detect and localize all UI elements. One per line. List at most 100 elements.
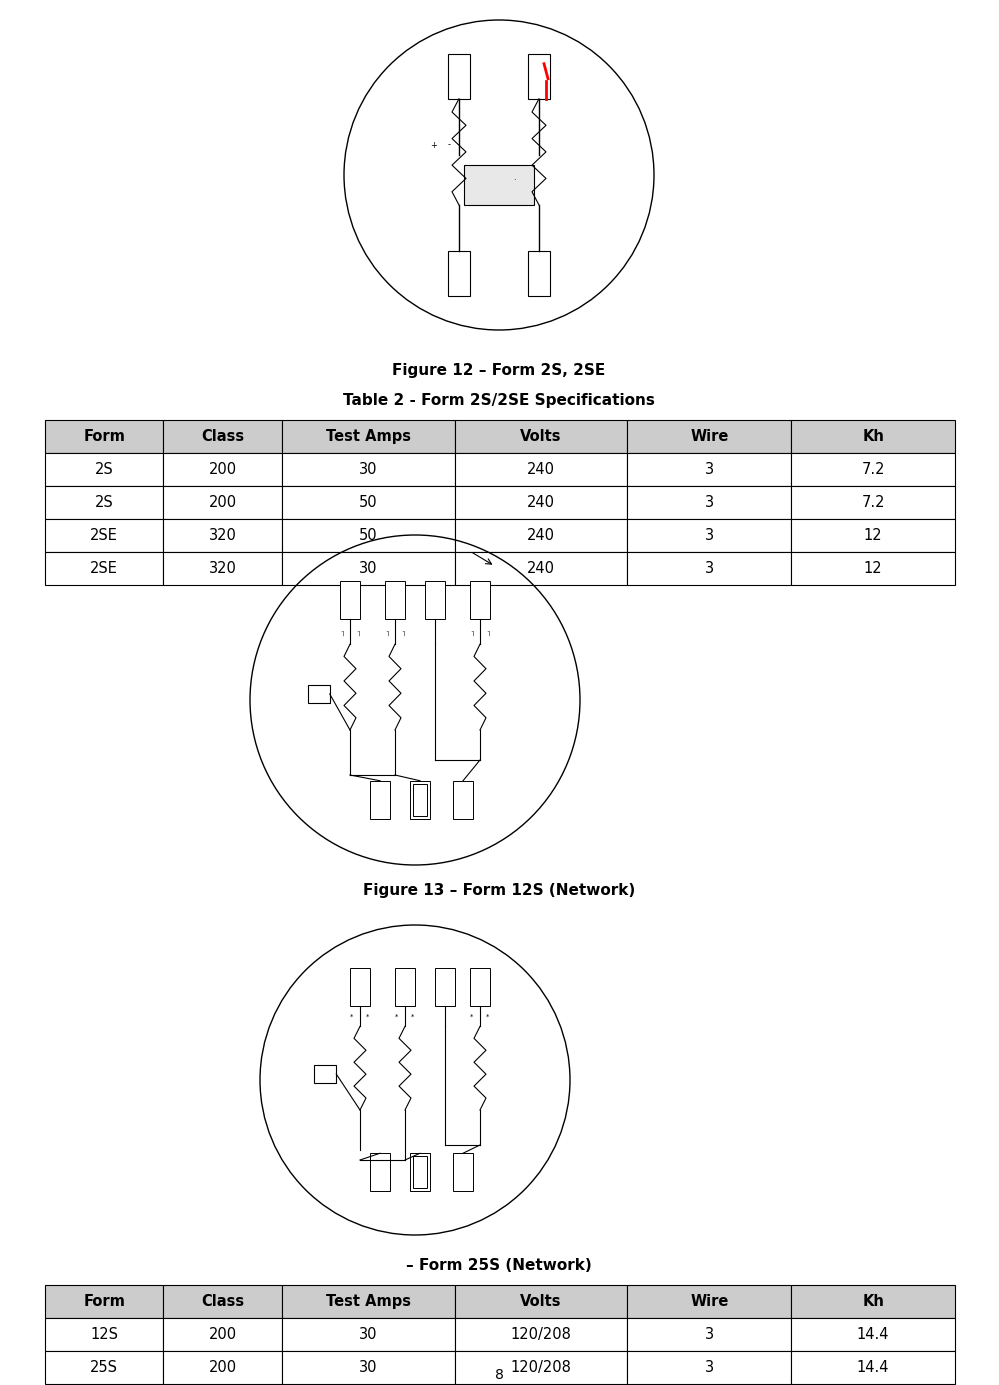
Bar [791, 486, 955, 519]
Bar [282, 1350, 455, 1384]
Bar [627, 486, 791, 519]
Bar [45, 1285, 163, 1319]
Bar [282, 453, 455, 486]
Bar [163, 519, 282, 553]
Text: Volts: Volts [520, 1294, 561, 1309]
Text: Class: Class [201, 1294, 244, 1309]
Bar [163, 1350, 282, 1384]
Text: Test Amps: Test Amps [326, 1294, 411, 1309]
Text: ˥: ˥ [471, 632, 474, 637]
Text: Figure 13 – Form 12S (Network): Figure 13 – Form 12S (Network) [363, 882, 635, 897]
Text: 50: 50 [359, 528, 378, 543]
Text: .: . [512, 173, 515, 181]
Text: 3: 3 [704, 528, 714, 543]
Text: 240: 240 [526, 561, 555, 576]
Text: 3: 3 [704, 494, 714, 510]
Text: Volts: Volts [520, 429, 561, 445]
Bar [340, 582, 360, 619]
Text: ˥: ˥ [386, 632, 389, 637]
Bar [163, 553, 282, 584]
Bar [455, 1285, 627, 1319]
Bar [308, 686, 330, 704]
Text: 30: 30 [359, 463, 378, 476]
Text: 3: 3 [704, 463, 714, 476]
Bar [455, 1319, 627, 1350]
Text: Table 2 - Form 2S/2SE Specifications: Table 2 - Form 2S/2SE Specifications [343, 392, 655, 407]
Text: *: * [471, 1014, 474, 1019]
Bar [455, 1350, 627, 1384]
Text: 2S: 2S [95, 463, 114, 476]
Text: 12: 12 [864, 561, 882, 576]
Bar [791, 1350, 955, 1384]
Text: 200: 200 [209, 463, 237, 476]
Bar [45, 1350, 163, 1384]
Text: 240: 240 [526, 528, 555, 543]
Text: Class: Class [201, 429, 244, 445]
Text: *: * [396, 1014, 399, 1019]
Bar [791, 519, 955, 553]
Bar [163, 453, 282, 486]
Bar [45, 486, 163, 519]
Text: 240: 240 [526, 494, 555, 510]
Bar [791, 453, 955, 486]
Bar [627, 553, 791, 584]
Text: 3: 3 [704, 1327, 714, 1342]
Bar [282, 1319, 455, 1350]
Bar [413, 784, 427, 816]
Text: 30: 30 [359, 561, 378, 576]
Bar [435, 968, 455, 1007]
Text: 320: 320 [209, 561, 237, 576]
Text: 2S: 2S [95, 494, 114, 510]
Bar [470, 582, 490, 619]
Text: +: + [431, 140, 438, 150]
Bar [45, 453, 163, 486]
Text: 2SE: 2SE [90, 561, 118, 576]
Text: 30: 30 [359, 1327, 378, 1342]
Text: 8: 8 [495, 1368, 503, 1382]
Bar [455, 486, 627, 519]
Bar [528, 54, 550, 98]
Text: ˥: ˥ [402, 632, 405, 637]
Text: 14.4: 14.4 [857, 1327, 889, 1342]
Text: 240: 240 [526, 463, 555, 476]
Text: 7.2: 7.2 [861, 494, 885, 510]
Text: 200: 200 [209, 494, 237, 510]
Bar [413, 1156, 427, 1188]
Bar [528, 251, 550, 296]
Text: *: * [351, 1014, 354, 1019]
Bar [45, 420, 163, 453]
Bar [282, 553, 455, 584]
Bar [315, 1065, 337, 1083]
Bar [370, 1154, 390, 1191]
Text: 200: 200 [209, 1360, 237, 1375]
Bar [627, 1319, 791, 1350]
Bar [627, 1285, 791, 1319]
Text: Kh: Kh [862, 429, 884, 445]
Text: Figure 12 – Form 2S, 2SE: Figure 12 – Form 2S, 2SE [393, 363, 605, 378]
Text: Form: Form [83, 429, 125, 445]
Text: *: * [487, 1014, 490, 1019]
Bar [282, 519, 455, 553]
Text: 30: 30 [359, 1360, 378, 1375]
Text: 3: 3 [704, 561, 714, 576]
Bar [45, 519, 163, 553]
Bar [163, 1285, 282, 1319]
Text: 50: 50 [359, 494, 378, 510]
Text: 2SE: 2SE [90, 528, 118, 543]
Bar [163, 486, 282, 519]
Bar [453, 1154, 473, 1191]
Bar [470, 968, 490, 1007]
Text: Wire: Wire [690, 429, 728, 445]
Bar [455, 519, 627, 553]
Bar [163, 1319, 282, 1350]
Bar [370, 781, 390, 819]
Bar [282, 1285, 455, 1319]
Text: Wire: Wire [690, 1294, 728, 1309]
Bar [627, 420, 791, 453]
Bar [455, 553, 627, 584]
Bar [627, 519, 791, 553]
Bar [453, 781, 473, 819]
Text: *: * [367, 1014, 370, 1019]
Text: 120/208: 120/208 [510, 1360, 571, 1375]
Bar [282, 486, 455, 519]
